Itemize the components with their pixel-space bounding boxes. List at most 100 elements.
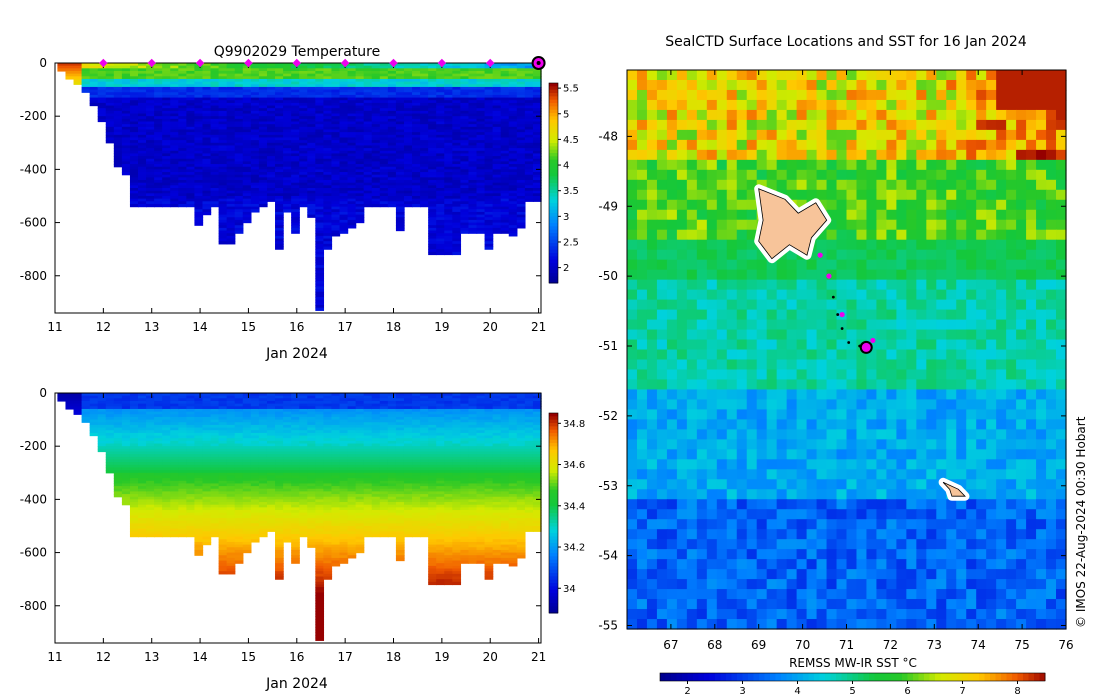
heatmap-cell (323, 116, 333, 120)
heatmap-cell (444, 145, 453, 149)
heatmap-cell (210, 158, 220, 162)
heatmap-cell (291, 443, 300, 447)
heatmap-cell (250, 520, 260, 524)
heatmap-cell (532, 89, 542, 93)
heatmap-cell (412, 81, 421, 85)
heatmap-cell (307, 398, 316, 402)
heatmap-cell (218, 174, 228, 178)
heatmap-cell (234, 528, 244, 532)
heatmap-cell (105, 102, 115, 107)
heatmap-cell (275, 398, 284, 402)
heatmap-cell (57, 68, 67, 72)
heatmap-cell (258, 86, 268, 91)
heatmap-cell (516, 76, 526, 80)
heatmap-cell (210, 118, 220, 123)
heatmap-cell (363, 166, 373, 170)
heatmap-cell (178, 448, 188, 453)
heatmap-cell (226, 446, 236, 450)
heatmap-cell (420, 142, 429, 147)
heatmap-cell (258, 124, 268, 128)
heatmap-cell (460, 140, 470, 144)
heatmap-cell (275, 547, 284, 551)
heatmap-cell (170, 145, 179, 149)
heatmap-cell (154, 94, 163, 99)
heatmap-cell (492, 145, 502, 149)
heatmap-cell (154, 518, 163, 522)
heatmap-cell (516, 92, 526, 96)
heatmap-cell (299, 89, 308, 93)
heatmap-cell (283, 525, 292, 530)
heatmap-cell (500, 110, 510, 115)
heatmap-cell (468, 156, 478, 160)
heatmap-cell (186, 121, 196, 125)
heatmap-cell (178, 142, 188, 147)
heatmap-cell (146, 499, 155, 503)
heatmap-cell (242, 211, 252, 216)
heatmap-cell (186, 150, 196, 155)
heatmap-cell (129, 531, 139, 535)
heatmap-cell (444, 172, 453, 176)
heatmap-cell (436, 94, 445, 99)
heatmap-cell (460, 161, 470, 165)
heatmap-cell (299, 491, 308, 495)
heatmap-cell (146, 507, 155, 511)
heatmap-cell (266, 518, 276, 522)
heatmap-cell (299, 121, 308, 125)
heatmap-cell (476, 129, 486, 133)
heatmap-cell (355, 116, 365, 120)
heatmap-cell (129, 108, 139, 112)
heatmap-cell (436, 105, 445, 109)
heatmap-cell (403, 177, 413, 181)
heatmap-cell (242, 118, 252, 123)
heatmap-cell (186, 395, 196, 399)
heatmap-cell (315, 579, 325, 583)
heatmap-cell (154, 531, 163, 535)
heatmap-cell (226, 424, 236, 429)
heatmap-cell (226, 140, 236, 144)
heatmap-cell (428, 238, 437, 242)
heatmap-cell (508, 156, 518, 160)
heatmap-cell (178, 451, 188, 455)
heatmap-cell (476, 132, 486, 136)
heatmap-cell (146, 406, 155, 410)
heatmap-cell (226, 523, 236, 527)
heatmap-cell (105, 408, 115, 413)
heatmap-cell (299, 430, 308, 434)
heatmap-cell (508, 225, 518, 229)
heatmap-cell (476, 203, 486, 208)
heatmap-cell (323, 68, 333, 72)
heatmap-cell (403, 198, 413, 202)
heatmap-cell (299, 166, 308, 170)
heatmap-cell (218, 94, 228, 99)
heatmap-cell (436, 68, 445, 72)
heatmap-cell (371, 166, 381, 170)
heatmap-cell (395, 134, 405, 139)
heatmap-cell (178, 118, 188, 123)
heatmap-cell (299, 448, 308, 453)
heatmap-cell (291, 395, 300, 399)
heatmap-cell (291, 507, 300, 511)
heatmap-cell (146, 68, 155, 72)
heatmap-cell (218, 448, 228, 453)
heatmap-cell (275, 86, 284, 91)
heatmap-cell (113, 124, 123, 128)
heatmap-cell (266, 156, 276, 160)
heatmap-cell (202, 113, 212, 117)
heatmap-cell (154, 150, 163, 155)
heatmap-cell (178, 472, 188, 477)
heatmap-cell (218, 403, 228, 407)
heatmap-cell (218, 568, 228, 572)
heatmap-cell (266, 470, 276, 474)
heatmap-cell (363, 73, 373, 77)
heatmap-cell (250, 97, 260, 101)
heatmap-cell (97, 94, 107, 99)
heatmap-cell (476, 110, 486, 115)
heatmap-cell (186, 108, 196, 112)
heatmap-cell (452, 227, 462, 232)
heatmap-cell (323, 137, 333, 141)
heatmap-cell (315, 211, 325, 216)
heatmap-cell (460, 164, 470, 168)
heatmap-cell (476, 65, 486, 69)
heatmap-cell (129, 182, 139, 186)
colorbar-segment (549, 253, 558, 257)
